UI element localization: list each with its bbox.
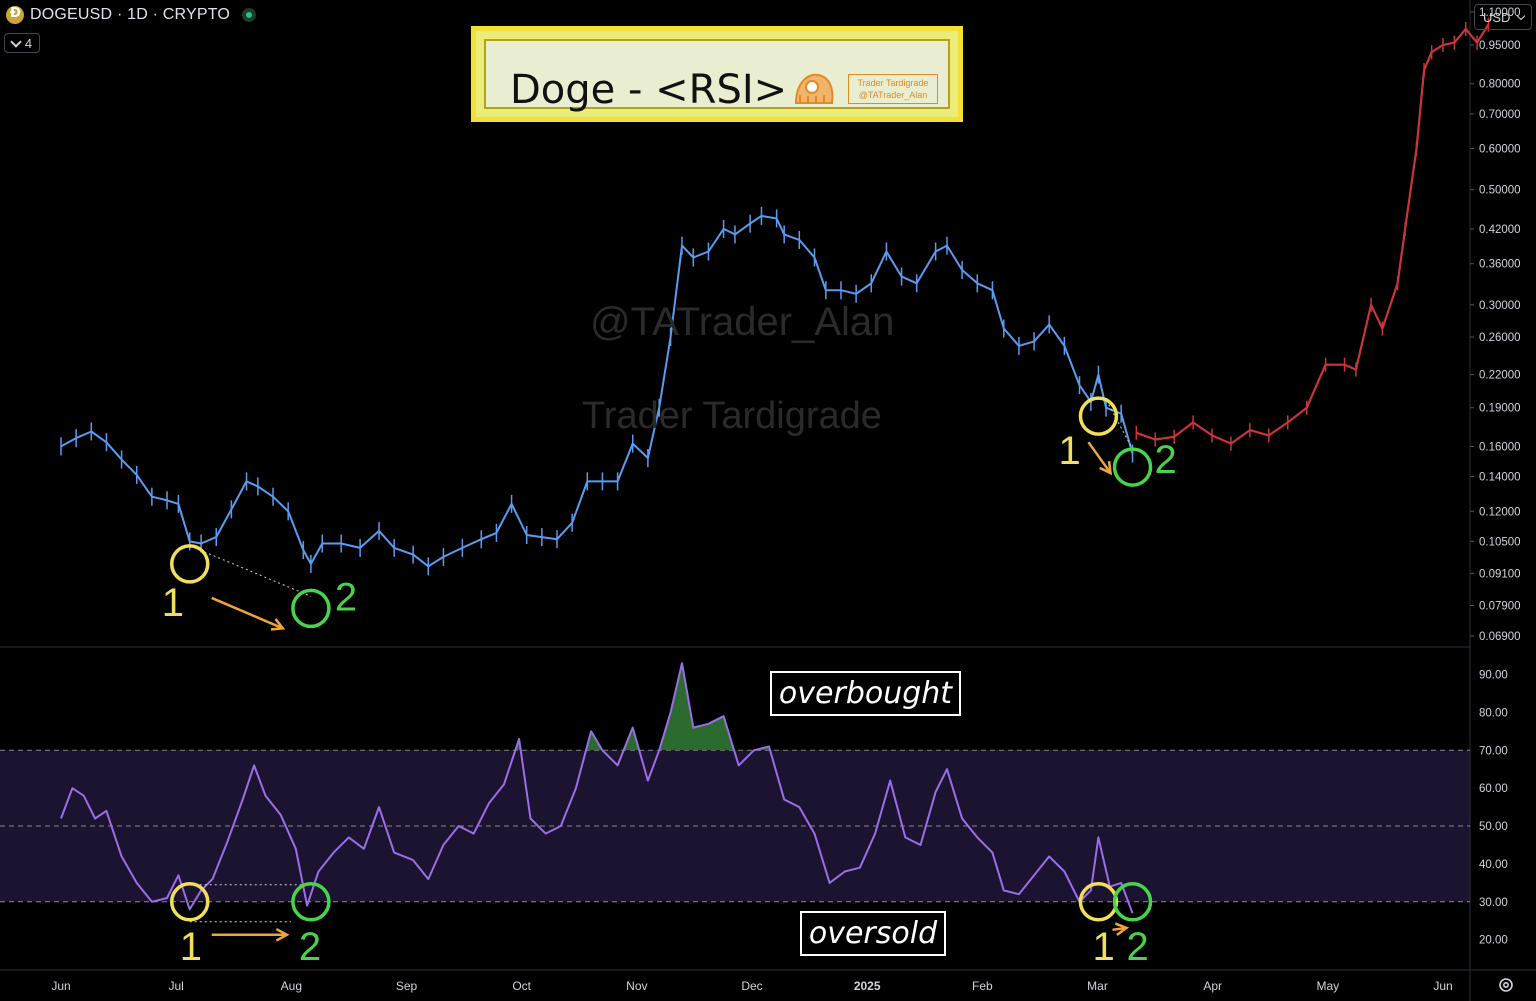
rsi-arrow-b-head — [1114, 922, 1130, 936]
price-divergence-guide — [199, 549, 312, 597]
market-status-icon — [242, 8, 257, 22]
price-tick-label: 0.36000 — [1479, 259, 1521, 271]
symbol-text: DOGEUSD · 1D · CRYPTO — [30, 6, 231, 23]
rsi-tick-label: 30.00 — [1479, 897, 1508, 909]
rsi-tick-label: 40.00 — [1479, 859, 1508, 871]
price-tick-label: 0.26000 — [1479, 332, 1521, 344]
time-tick-label: Nov — [626, 979, 647, 993]
price-tick-label: 0.80000 — [1479, 79, 1521, 91]
price-low-4-circle — [1112, 447, 1153, 487]
price-tick-label: 0.16000 — [1479, 441, 1521, 453]
oversold-label: oversold — [800, 911, 946, 956]
time-tick-label: Oct — [512, 979, 531, 993]
price-tick-label: 1.10000 — [1479, 7, 1521, 19]
rsi-tick-label: 80.00 — [1479, 707, 1508, 719]
rsi-low-4-circle — [1112, 882, 1153, 922]
price-divergence-guide-b — [1106, 399, 1133, 450]
currency-label: USD — [1483, 9, 1511, 25]
price-tick-label: 0.06900 — [1479, 631, 1521, 643]
rsi-tick-label: 60.00 — [1479, 783, 1508, 795]
price-tick-label: 0.70000 — [1479, 109, 1521, 121]
price-history-line — [60, 214, 1134, 568]
time-tick-label: Mar — [1087, 979, 1108, 993]
watermark-handle: @TATrader_Alan — [590, 300, 895, 344]
chevron-down-icon — [1517, 11, 1526, 20]
time-tick-label: Dec — [741, 979, 762, 993]
indicator-collapse-button[interactable]: 4 — [4, 33, 40, 53]
price-tick-label: 0.07900 — [1479, 600, 1521, 612]
watermark-name: Trader Tardigrade — [582, 395, 882, 437]
price-low-2-label: 2 — [335, 575, 357, 619]
rsi-low-2-circle — [291, 882, 331, 922]
rsi-tick-label: 20.00 — [1479, 935, 1508, 947]
time-tick-label: Apr — [1203, 979, 1222, 993]
rsi-tick-label: 50.00 — [1479, 821, 1508, 833]
rsi-low-1-label: 1 — [180, 925, 202, 969]
price-arrow-b-head — [1099, 461, 1113, 476]
rsi-low-1-circle — [169, 882, 210, 922]
gear-icon[interactable] — [1497, 976, 1515, 994]
price-tick-label: 0.10500 — [1479, 536, 1521, 548]
title-banner-inner: Doge - <RSI> Trader Tardigrade @TATrader… — [484, 39, 950, 113]
chart-title: Doge - <RSI> — [510, 67, 788, 113]
author-tag-line1: Trader Tardigrade — [857, 78, 929, 88]
rsi-tick-label: 70.00 — [1479, 745, 1508, 757]
symbol-header[interactable]: DOGEUSD · 1D · CRYPTO — [6, 6, 257, 24]
price-low-1-label: 1 — [162, 581, 184, 625]
doge-coin-icon — [6, 6, 24, 24]
price-tick-label: 0.95000 — [1479, 40, 1521, 52]
tardigrade-logo-icon — [794, 73, 834, 104]
price-low-1-circle — [169, 544, 210, 584]
time-tick-label: May — [1316, 979, 1339, 993]
price-tick-label: 0.50000 — [1479, 185, 1521, 197]
currency-button[interactable]: USD — [1474, 4, 1532, 30]
title-banner: Doge - <RSI> Trader Tardigrade @TATrader… — [471, 26, 963, 122]
rsi-arrow-a-head — [275, 927, 290, 942]
time-tick-label: 2025 — [854, 979, 881, 993]
time-tick-label: Feb — [972, 979, 993, 993]
price-tick-label: 0.30000 — [1479, 300, 1521, 312]
price-tick-label: 0.60000 — [1479, 144, 1521, 156]
rsi-low-4-label: 2 — [1127, 925, 1149, 969]
time-tick-label: Jun — [51, 979, 70, 993]
rsi-low-3-label: 1 — [1092, 925, 1114, 969]
price-arrow-b — [1087, 441, 1112, 474]
chevron-down-icon — [10, 35, 22, 48]
author-tag: Trader Tardigrade @TATrader_Alan — [848, 74, 938, 104]
price-tick-label: 0.42000 — [1479, 224, 1521, 236]
time-tick-label: Aug — [281, 979, 302, 993]
indicator-count: 4 — [24, 35, 33, 51]
price-arrow-a-head — [270, 618, 286, 631]
price-tick-label: 0.12000 — [1479, 506, 1521, 518]
price-low-2-circle — [291, 588, 331, 629]
overbought-label: overbought — [770, 671, 961, 716]
rsi-line — [60, 662, 1134, 914]
price-projection-line — [1135, 24, 1490, 445]
time-tick-label: Jun — [1433, 979, 1452, 993]
price-tick-label: 0.09100 — [1479, 569, 1521, 581]
price-tick-label: 0.14000 — [1479, 472, 1521, 484]
time-tick-label: Jul — [168, 979, 183, 993]
price-low-3-circle — [1078, 396, 1119, 436]
author-tag-line2: @TATrader_Alan — [858, 90, 928, 100]
rsi-low-3-circle — [1078, 882, 1119, 922]
price-arrow-a — [211, 596, 284, 630]
time-tick-label: Sep — [396, 979, 418, 993]
rsi-tick-label: 90.00 — [1479, 670, 1508, 682]
price-tick-label: 0.22000 — [1479, 370, 1521, 382]
price-tick-label: 0.19000 — [1479, 403, 1521, 415]
price-low-3-label: 1 — [1058, 429, 1080, 473]
price-low-4-label: 2 — [1155, 438, 1177, 482]
rsi-low-2-label: 2 — [299, 925, 321, 969]
